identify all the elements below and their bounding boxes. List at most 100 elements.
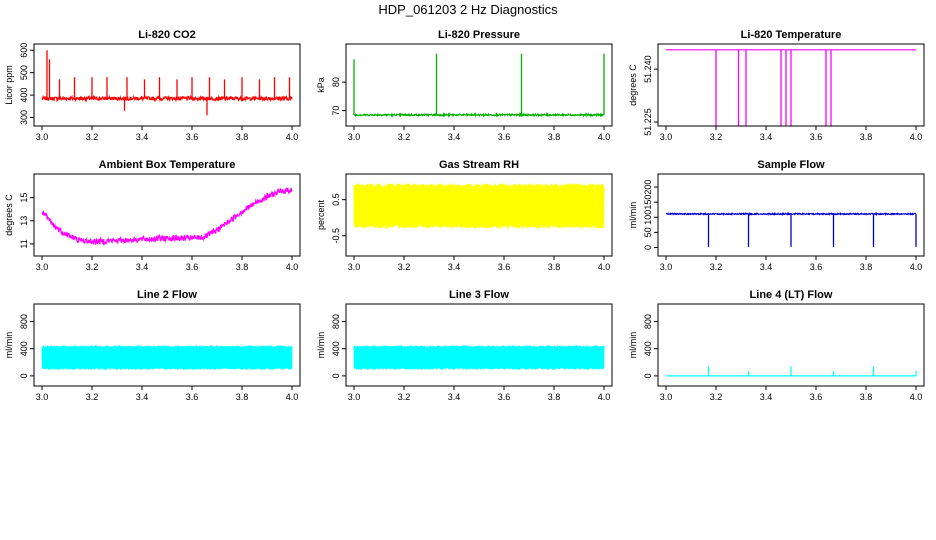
x-tick-label: 4.0 <box>286 262 299 272</box>
panel-pressure: Li-820 Pressure 3.0 3.2 3.4 3.6 3.8 4.0 70 80 kPa <box>316 29 613 142</box>
y-tick-label: 300 <box>19 110 29 125</box>
x-tick-label: 3.2 <box>398 262 411 272</box>
x-tick-label: 3.2 <box>710 262 723 272</box>
x-tick-label: 3.0 <box>36 132 49 142</box>
x-tick-label: 3.4 <box>136 392 149 402</box>
y-tick-label: 11 <box>19 239 29 248</box>
x-tick-label: 3.4 <box>448 262 461 272</box>
x-tick-label: 3.8 <box>860 262 873 272</box>
y-tick-label: 800 <box>331 314 341 329</box>
y-tick-label: 400 <box>19 341 29 356</box>
x-tick-label: 4.0 <box>598 262 611 272</box>
y-tick-label: 0 <box>643 373 653 378</box>
x-tick-label: 3.6 <box>810 132 823 142</box>
panel-co2: Li-820 CO2 3.0 3.2 3.4 3.6 3.8 4.0 300 400 500 600… <box>4 29 301 142</box>
series-line <box>353 183 605 229</box>
y-tick-label: 0 <box>331 373 341 378</box>
panel-line3: Line 3 Flow 3.0 3.2 3.4 3.6 3.8 4.0 0 400 800 ml/m… <box>316 289 613 402</box>
plot-frame <box>657 173 925 257</box>
x-tick-label: 3.0 <box>660 132 673 142</box>
x-axis: 3.0 3.2 3.4 3.6 3.8 4.0 <box>36 386 298 402</box>
x-tick-label: 3.6 <box>498 262 511 272</box>
x-tick-label: 3.0 <box>36 392 49 402</box>
x-tick-label: 3.0 <box>36 262 49 272</box>
x-tick-label: 3.0 <box>348 132 361 142</box>
panel-title: Li-820 Pressure <box>438 29 520 41</box>
plot-frame <box>345 303 613 387</box>
y-axis: 0 400 800 <box>331 314 346 378</box>
series-temperature <box>666 49 916 126</box>
x-axis: 3.0 3.2 3.4 3.6 3.8 4.0 <box>36 126 299 142</box>
x-tick-label: 4.0 <box>910 392 923 402</box>
x-tick-label: 3.8 <box>860 132 873 142</box>
y-tick-label: 800 <box>19 314 29 329</box>
panel-title: Gas Stream RH <box>439 159 519 171</box>
y-axis-label: degrees C <box>4 194 14 236</box>
panel-title: Li-820 CO2 <box>138 29 195 41</box>
x-tick-label: 4.0 <box>598 132 611 142</box>
x-axis: 3.0 3.2 3.4 3.6 3.8 4.0 <box>660 256 922 272</box>
panel-title: Line 4 (LT) Flow <box>750 289 833 301</box>
x-tick-label: 3.4 <box>448 132 461 142</box>
plot-frame <box>33 303 301 387</box>
x-tick-label: 3.4 <box>760 392 773 402</box>
x-tick-label: 4.0 <box>910 132 923 142</box>
panel-title: Line 3 Flow <box>449 289 509 301</box>
x-tick-label: 3.2 <box>710 132 723 142</box>
x-axis: 3.0 3.2 3.4 3.6 3.8 4.0 <box>36 256 299 272</box>
y-tick-label: 70 <box>331 106 341 116</box>
y-axis-label: kPa <box>316 77 326 93</box>
panel-rh: Gas Stream RH 3.0 3.2 3.4 3.6 3.8 4.0 -0.5 0.5 pe… <box>316 159 613 272</box>
panel-title: Ambient Box Temperature <box>99 159 236 171</box>
x-tick-label: 3.8 <box>236 262 249 272</box>
series-line <box>41 94 293 103</box>
x-tick-label: 3.6 <box>186 132 199 142</box>
x-tick-label: 3.8 <box>548 132 561 142</box>
x-tick-label: 4.0 <box>598 392 611 402</box>
x-tick-label: 3.2 <box>86 262 99 272</box>
y-axis: 0 400 800 <box>643 314 658 378</box>
series-ambient <box>41 187 293 246</box>
plot-frame <box>657 43 925 127</box>
x-tick-label: 3.6 <box>810 262 823 272</box>
x-tick-label: 3.4 <box>448 392 461 402</box>
x-tick-label: 3.6 <box>810 392 823 402</box>
y-axis: 11 13 15 <box>19 193 34 249</box>
x-tick-label: 3.4 <box>136 132 149 142</box>
x-tick-label: 3.6 <box>186 262 199 272</box>
x-tick-label: 3.2 <box>86 132 99 142</box>
x-axis: 3.0 3.2 3.4 3.6 3.8 4.0 <box>660 386 923 402</box>
x-tick-label: 3.0 <box>660 392 673 402</box>
series-line <box>41 345 293 370</box>
x-tick-label: 3.8 <box>236 392 249 402</box>
y-tick-label: 50 <box>643 227 653 237</box>
series-co2 <box>41 50 293 116</box>
y-tick-label: 51.240 <box>643 55 653 83</box>
x-tick-label: 3.8 <box>548 392 561 402</box>
y-tick-label: 15 <box>19 193 29 203</box>
y-axis-label: Licor ppm <box>4 65 14 105</box>
series-line2 <box>41 345 293 370</box>
y-axis-label: ml/min <box>628 202 638 229</box>
x-tick-label: 4.0 <box>286 132 299 142</box>
x-tick-label: 3.6 <box>498 132 511 142</box>
y-axis: 51.225 51.240 <box>643 55 658 136</box>
series-line4 <box>666 366 917 377</box>
x-tick-label: 3.0 <box>660 262 673 272</box>
y-axis: 0 400 800 <box>19 314 34 378</box>
y-tick-label: 800 <box>643 314 653 329</box>
x-tick-label: 3.8 <box>236 132 249 142</box>
y-axis: -0.5 0.5 <box>331 193 346 244</box>
series-line <box>353 111 605 118</box>
panel-line4: Line 4 (LT) Flow 3.0 3.2 3.4 3.6 3.8 4.0 0 400 80… <box>628 289 925 402</box>
y-tick-label: 80 <box>331 77 341 87</box>
series-line <box>665 211 917 217</box>
y-tick-label: 0 <box>19 373 29 378</box>
y-axis-label: ml/min <box>316 332 326 359</box>
plot-frame <box>657 303 925 387</box>
y-tick-label: 51.225 <box>643 108 653 136</box>
plot-frame <box>33 43 301 127</box>
x-tick-label: 3.2 <box>398 392 411 402</box>
